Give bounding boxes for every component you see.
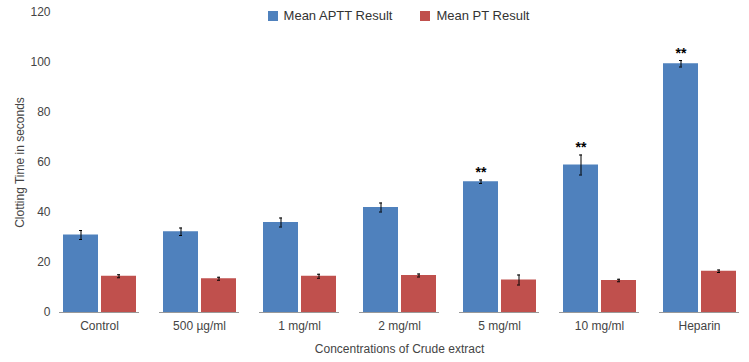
- svg-text:Clotting Time in seconds: Clotting Time in seconds: [13, 97, 27, 228]
- svg-text:**: **: [676, 45, 687, 61]
- svg-text:5 mg/ml: 5 mg/ml: [478, 319, 521, 333]
- svg-text:10 mg/ml: 10 mg/ml: [575, 319, 624, 333]
- html-text:Mean APTT Result: Mean APTT Result: [283, 8, 393, 23]
- svg-text:100: 100: [30, 55, 50, 69]
- html-text:Mean PT Result: Mean PT Result: [436, 8, 530, 23]
- svg-text:0: 0: [44, 305, 51, 319]
- svg-text:Heparin: Heparin: [678, 319, 720, 333]
- svg-text:40: 40: [37, 205, 51, 219]
- svg-text:1 mg/ml: 1 mg/ml: [278, 319, 321, 333]
- svg-text:Control: Control: [80, 319, 119, 333]
- svg-text:60: 60: [37, 155, 51, 169]
- svg-text:500 µg/ml: 500 µg/ml: [173, 319, 226, 333]
- svg-text:2 mg/ml: 2 mg/ml: [378, 319, 421, 333]
- svg-text:80: 80: [37, 105, 51, 119]
- svg-text:**: **: [476, 164, 487, 180]
- svg-text:**: **: [576, 139, 587, 155]
- svg-text:120: 120: [30, 5, 50, 19]
- svg-text:Concentrations of Crude extrac: Concentrations of Crude extract: [315, 342, 485, 356]
- svg-text:20: 20: [37, 255, 51, 269]
